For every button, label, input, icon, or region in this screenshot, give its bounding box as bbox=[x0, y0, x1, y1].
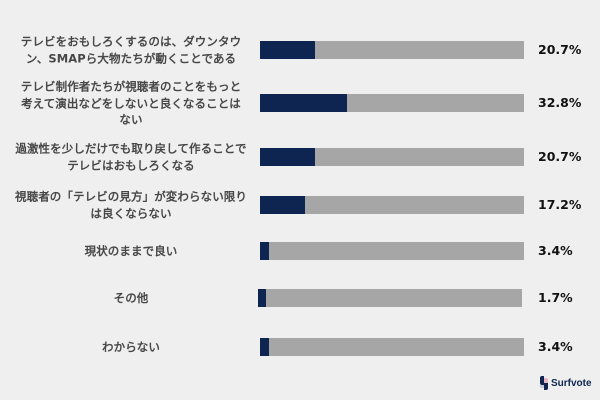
bar-fill bbox=[258, 289, 266, 307]
bar-label: 現状のままで良い bbox=[84, 243, 178, 258]
bar-track bbox=[260, 41, 524, 59]
bar-label: わからない bbox=[102, 339, 160, 354]
bar-value: 32.8% bbox=[538, 95, 582, 110]
bar-track bbox=[260, 338, 524, 356]
bar-label: その他 bbox=[113, 290, 149, 305]
bar-row: わからない 3.4% bbox=[0, 338, 600, 356]
bar-value: 17.2% bbox=[538, 197, 582, 212]
surfvote-logo: Surfvote bbox=[540, 376, 592, 390]
bar-value: 20.7% bbox=[538, 149, 582, 164]
bar-label: 過激性を少しだけでも取り戻して作ることで テレビはおもしろくなる bbox=[15, 141, 247, 173]
bar-row: テレビをおもしろくするのは、ダウンタウ ン、SMAPら大物たちが動くことである … bbox=[0, 35, 600, 66]
bar-row: その他 1.7% bbox=[0, 289, 600, 307]
bar-track bbox=[260, 148, 524, 166]
bar-value: 1.7% bbox=[538, 290, 573, 305]
bar-label: テレビをおもしろくするのは、ダウンタウ ン、SMAPら大物たちが動くことである bbox=[20, 34, 242, 66]
bar-row: 過激性を少しだけでも取り戻して作ることで テレビはおもしろくなる 20.7% bbox=[0, 142, 600, 173]
bar-fill bbox=[260, 338, 269, 356]
surfvote-logo-icon bbox=[540, 376, 548, 390]
bar-label: テレビ制作者たちが視聴者のことをもっと 考えて演出などをしないと良くなることは … bbox=[20, 79, 242, 127]
bar-value: 20.7% bbox=[538, 42, 582, 57]
bar-track bbox=[258, 289, 522, 307]
logo-text: Surfvote bbox=[551, 377, 592, 389]
bar-fill bbox=[260, 196, 306, 214]
bar-fill bbox=[260, 41, 315, 59]
bar-track bbox=[260, 196, 524, 214]
bar-track bbox=[260, 94, 524, 112]
bar-row: 現状のままで良い 3.4% bbox=[0, 242, 600, 260]
bar-fill bbox=[260, 148, 315, 166]
bar-fill bbox=[260, 94, 347, 112]
bar-track bbox=[260, 242, 524, 260]
bar-row: テレビ制作者たちが視聴者のことをもっと 考えて演出などをしないと良くなることは … bbox=[0, 79, 600, 126]
bar-label: 視聴者の「テレビの見方」が変わらない限り は良くならない bbox=[15, 189, 247, 221]
bar-row: 視聴者の「テレビの見方」が変わらない限り は良くならない 17.2% bbox=[0, 190, 600, 221]
bar-value: 3.4% bbox=[538, 339, 573, 354]
bar-value: 3.4% bbox=[538, 243, 573, 258]
bar-fill bbox=[260, 242, 269, 260]
